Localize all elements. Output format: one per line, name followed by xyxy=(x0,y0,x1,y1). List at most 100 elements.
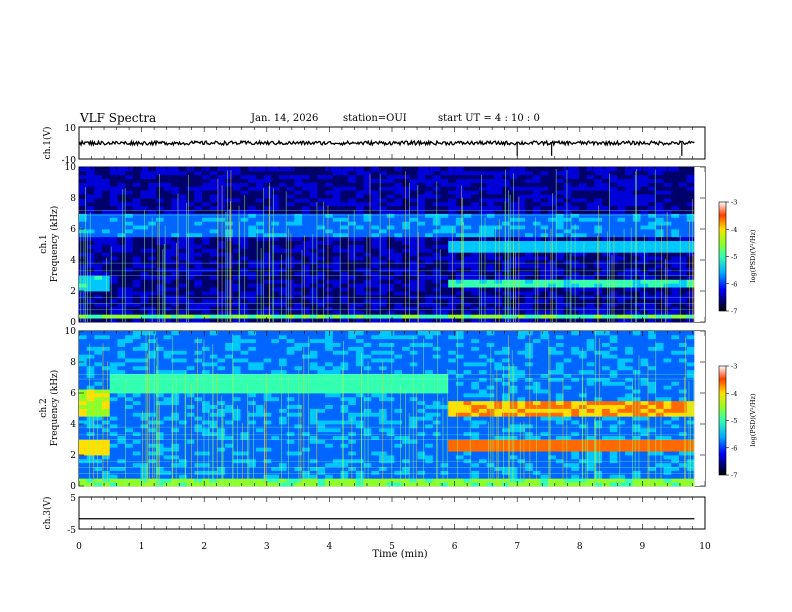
spectrogram-cell xyxy=(271,331,280,336)
spectrogram-cell xyxy=(217,194,226,199)
spectrogram-cell xyxy=(548,291,557,296)
spectrogram-cell xyxy=(255,447,265,452)
spectrogram-cell xyxy=(540,190,549,195)
spectrogram-cell xyxy=(94,350,103,355)
spectrogram-cell xyxy=(263,279,272,284)
spectrogram-cell xyxy=(363,232,372,238)
spectrogram-cell xyxy=(555,194,564,199)
spectrogram-cell xyxy=(671,310,680,315)
spectrogram-cell xyxy=(140,338,149,344)
spectrogram-cell xyxy=(532,213,541,218)
spectrogram-cell xyxy=(278,482,288,487)
spectrogram-cell xyxy=(232,225,241,230)
spectrogram-cell xyxy=(348,354,357,359)
spectrogram-cell xyxy=(632,263,641,269)
spectrogram-cell xyxy=(86,470,95,475)
spectrogram-cell xyxy=(548,213,557,218)
spectrogram-cell xyxy=(525,302,534,307)
spectrogram-cell xyxy=(325,174,334,180)
spectrogram-cell xyxy=(155,182,165,187)
spectrogram-cell xyxy=(317,201,326,207)
spectrogram-cell xyxy=(563,205,572,211)
spectrogram-cell xyxy=(332,283,341,288)
spectrogram-cell xyxy=(586,310,595,315)
spectrogram-cell xyxy=(263,474,272,479)
spectrogram-cell xyxy=(325,365,334,371)
spectrogram-cell xyxy=(617,298,626,304)
spectrogram-cell xyxy=(171,400,180,406)
spectrogram-cell xyxy=(455,248,464,253)
spectrogram-cell xyxy=(217,369,226,375)
spectrogram-cell xyxy=(232,229,241,234)
spectrogram-cell xyxy=(109,462,118,468)
spectrogram-cell xyxy=(171,236,180,242)
spectrogram-cell xyxy=(332,362,341,367)
spectrogram-cell xyxy=(386,474,395,479)
spectrogram-cell xyxy=(86,342,95,347)
spectrogram-cell xyxy=(640,198,649,203)
spectrogram-cell xyxy=(440,263,449,269)
spectrogram-cell xyxy=(232,482,241,487)
spectrogram-cell xyxy=(271,287,280,292)
spectrogram-cell xyxy=(563,298,572,304)
spectrogram-cell xyxy=(255,381,265,386)
spectrogram-cell xyxy=(648,232,657,238)
spectrogram-cell xyxy=(102,416,111,421)
spectrogram-cell xyxy=(355,435,364,440)
spectrogram-cell xyxy=(317,377,326,382)
spectrogram-cell xyxy=(678,236,688,242)
spectrogram-cell xyxy=(248,408,257,413)
spectrogram-cell xyxy=(79,310,88,315)
spectrogram-cell xyxy=(302,205,311,211)
spectrogram-cell xyxy=(617,318,626,323)
spectrogram-cell xyxy=(186,393,195,398)
spectrogram-cell xyxy=(94,331,103,336)
spectrogram-cell xyxy=(578,178,588,183)
spectrogram-cell xyxy=(255,275,265,280)
spectrogram-cell xyxy=(371,232,380,238)
spectrogram-cell xyxy=(155,213,165,218)
spectrogram-cell xyxy=(163,209,172,214)
spectrogram-cell xyxy=(655,209,664,214)
spectrogram-cell xyxy=(409,283,418,288)
spectrogram-cell xyxy=(225,412,234,417)
spectrogram-cell xyxy=(225,225,234,230)
spectrogram-cell xyxy=(586,267,595,273)
spectrogram-cell xyxy=(571,182,580,187)
spectrogram-cell xyxy=(563,279,572,284)
spectrogram-cell xyxy=(525,225,534,230)
spectrogram-cell xyxy=(102,167,111,172)
spectrogram-cell xyxy=(671,318,680,323)
spectrogram-cell xyxy=(348,447,357,452)
spectrogram-cell xyxy=(109,427,118,433)
spectrogram-cell xyxy=(486,318,495,323)
spectrogram-cell xyxy=(402,213,411,218)
spectrogram-cell xyxy=(302,178,311,183)
spectrogram-cell xyxy=(525,275,534,280)
spectrogram-cell xyxy=(263,248,272,253)
spectrogram-cell xyxy=(225,451,234,456)
spectrogram-cell xyxy=(571,167,580,172)
spectrogram-cell xyxy=(455,310,464,315)
spectrogram-cell xyxy=(125,358,134,363)
spectrogram-cell xyxy=(378,256,388,261)
spectrogram-cell xyxy=(225,252,234,257)
spectrogram-cell xyxy=(186,209,195,214)
spectrogram-cell xyxy=(186,174,195,180)
spectrogram-cell xyxy=(602,279,611,284)
spectrogram-cell xyxy=(363,404,372,409)
spectrogram-cell xyxy=(663,170,672,176)
spectrogram-cell xyxy=(455,318,464,323)
spectrogram-cell xyxy=(548,225,557,230)
spectrogram-cell xyxy=(209,338,218,344)
spectrogram-cell xyxy=(309,408,318,413)
spectrogram-cell xyxy=(632,209,641,214)
spectrogram-cell xyxy=(617,205,626,211)
spectrogram-cell xyxy=(263,244,272,249)
spectrogram-cell xyxy=(425,167,434,172)
spectrogram-cell xyxy=(240,393,249,398)
spectrogram-cell xyxy=(332,229,341,234)
spectrogram-cell xyxy=(132,174,141,180)
spectrogram-cell xyxy=(302,271,311,276)
spectrogram-cell xyxy=(109,466,118,471)
